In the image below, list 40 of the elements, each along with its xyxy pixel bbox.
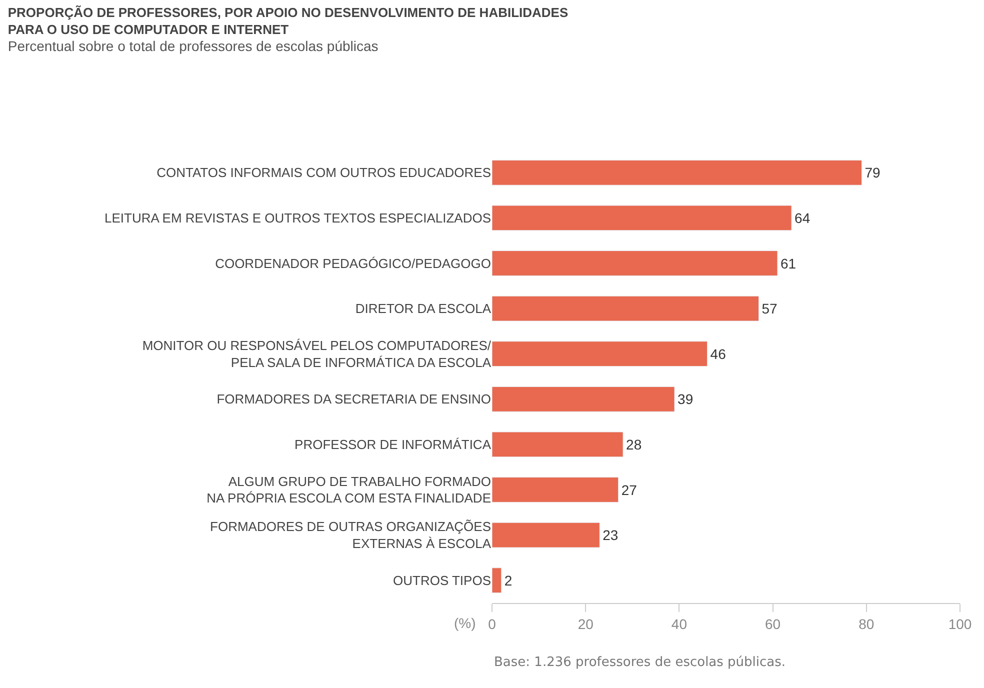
x-axis-title: (%) <box>454 615 476 631</box>
data-label: 23 <box>602 527 618 544</box>
x-tick-label: 20 <box>578 616 594 632</box>
y-tick-label: COORDENADOR PEDAGÓGICO/PEDAGOGO <box>215 256 491 271</box>
y-tick-label: OUTROS TIPOS <box>393 572 492 588</box>
text: PROPORÇÃO DE PROFESSORES, POR APOIO NO DESENVOLVIMENTO DE HABILIDADES PARA O USO DE COMPUTADOR E INTERNET <box>8 5 568 38</box>
data-label: 28 <box>626 436 642 452</box>
data-label: 61 <box>780 255 796 272</box>
x-tick-label: 40 <box>671 616 688 632</box>
y-tick-label: CONTATOS INFORMAIS COM OUTROS EDUCADORES <box>156 165 492 180</box>
data-label: 2 <box>504 572 512 588</box>
data-label: 39 <box>678 391 694 408</box>
data-label: 57 <box>762 300 778 317</box>
x-tick-label: 0 <box>488 616 496 632</box>
data-label: 27 <box>621 482 638 498</box>
bar <box>492 160 862 186</box>
x-tick-label: 100 <box>948 616 972 632</box>
bar <box>492 522 600 548</box>
data-label: 64 <box>794 210 810 226</box>
x-tick-label: 80 <box>858 616 874 632</box>
bar <box>492 432 624 458</box>
y-tick-label: FORMADORES DA SECRETARIA DE ENSINO <box>216 392 491 407</box>
bar <box>492 296 760 322</box>
bar <box>492 205 792 231</box>
x-tick-label: 60 <box>765 616 781 632</box>
bar <box>492 341 708 367</box>
y-tick-label: DIRETOR DA ESCOLA <box>355 301 492 316</box>
data-label: 46 <box>710 346 726 362</box>
y-tick-label: ALGUM GRUPO DE TRABALHO FORMADO NA PRÓPRIA ESCOLA COM ESTA FINALIDADE <box>206 474 492 506</box>
y-tick-label: LEITURA EM REVISTAS E OUTROS TEXTOS ESPECIALIZADOS <box>104 210 492 226</box>
text: Percentual sobre o total de professores de escolas públicas <box>8 38 378 54</box>
bar <box>492 477 619 502</box>
text: Base: 1.236 professores de escolas públicas. <box>494 655 786 670</box>
y-tick-label: PROFESSOR DE INFORMÁTICA <box>294 437 492 452</box>
bar <box>492 386 675 412</box>
bar <box>492 250 778 276</box>
bar <box>492 568 502 594</box>
data-label: 79 <box>864 164 881 181</box>
y-tick-label: MONITOR OU RESPONSÁVEL PELOS COMPUTADORES/ PELA SALA DE INFORMÁTICA DA ESCOLA <box>142 338 492 370</box>
y-tick-label: FORMADORES DE OUTRAS ORGANIZAÇÕES EXTERNAS À ESCOLA <box>210 519 492 552</box>
